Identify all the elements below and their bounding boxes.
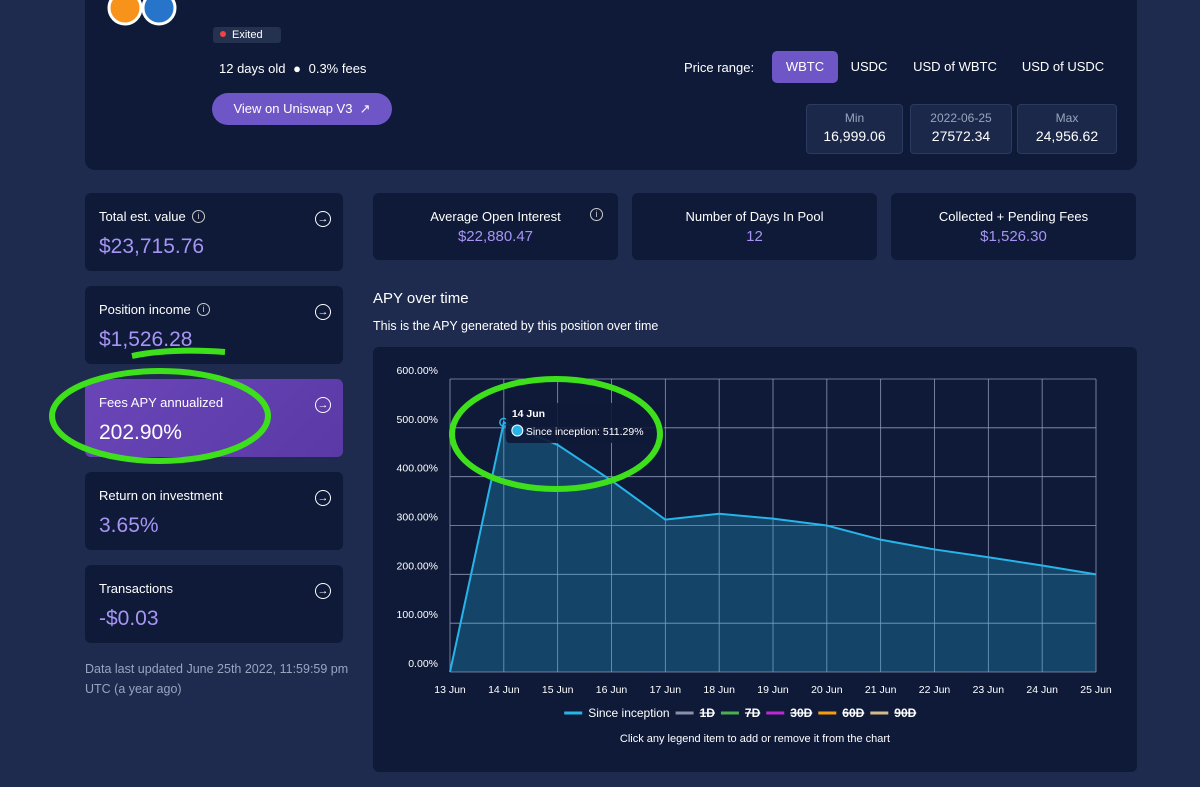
side-card-value: $1,526.28 [99, 328, 193, 351]
price-box-title: Min [844, 111, 865, 125]
arrow-icon[interactable]: → [315, 583, 331, 599]
side-card-label: Position income [99, 302, 191, 317]
info-icon: i [192, 210, 205, 223]
metric-card: Number of Days In Pool 12 [632, 193, 877, 260]
arrow-icon[interactable]: → [315, 211, 331, 227]
side-card-value: 202.90% [99, 421, 182, 444]
side-card-label: Transactions [99, 581, 173, 596]
side-card-label: Fees APY annualized [99, 395, 224, 410]
chart-subtitle: This is the APY generated by this positi… [373, 319, 659, 333]
metric-label: Average Open Interest [430, 209, 561, 224]
chart-title: APY over time [373, 290, 469, 307]
info-icon: i [590, 208, 603, 221]
metric-value: $22,880.47 [457, 228, 534, 245]
legend-label[interactable]: Since inception [588, 706, 669, 720]
x-tick-label: 16 Jun [596, 684, 628, 696]
side-card-label: Total est. value [99, 209, 186, 224]
side-card: Position income i $1,526.28 → [85, 286, 343, 364]
x-tick-label: 13 Jun [434, 684, 466, 696]
y-tick-label: 600.00% [397, 365, 438, 377]
y-tick-label: 400.00% [397, 463, 438, 475]
x-tick-label: 17 Jun [650, 684, 682, 696]
x-tick-label: 24 Jun [1026, 684, 1058, 696]
metric-card: Average Open Interest $22,880.47 i [373, 193, 618, 260]
metric-value: 12 [746, 228, 763, 245]
x-tick-label: 19 Jun [757, 684, 789, 696]
side-card: Fees APY annualized 202.90% → [85, 379, 343, 457]
price-tab[interactable]: USD of USDC [1021, 59, 1105, 74]
y-tick-label: 300.00% [397, 512, 438, 524]
price-box: Max 24,956.62 [1017, 104, 1117, 154]
y-tick-label: 100.00% [397, 609, 438, 621]
price-box-value: 16,999.06 [823, 128, 886, 144]
position-meta: 12 days old ● 0.3% fees [219, 61, 367, 76]
uniswap-button[interactable]: View on Uniswap V3 ↗ [212, 93, 392, 125]
tooltip-title: 14 Jun [512, 408, 545, 420]
x-tick-label: 14 Jun [488, 684, 520, 696]
age: 12 days old [219, 61, 286, 76]
metric-label: Collected + Pending Fees [938, 209, 1089, 224]
arrow-icon[interactable]: → [315, 304, 331, 320]
price-box-title: Max [1055, 111, 1079, 125]
price-box: 2022-06-25 27572.34 [910, 104, 1012, 154]
x-tick-label: 25 Jun [1080, 684, 1112, 696]
updated-note: Data last updated June 25th 2022, 11:59:… [85, 662, 349, 696]
status: Exited [232, 29, 263, 41]
uniswap-button-label[interactable]: View on Uniswap V3 [233, 101, 353, 116]
price-tab[interactable]: USD of WBTC [913, 59, 997, 74]
price-tab[interactable]: USDC [850, 59, 888, 74]
metric-card: Collected + Pending Fees $1,526.30 [891, 193, 1136, 260]
x-tick-label: 20 Jun [811, 684, 843, 696]
token-icons [107, 0, 177, 26]
price-box-value: 27572.34 [931, 128, 991, 144]
fee-tier: 0.3% fees [308, 61, 367, 76]
tooltip-swatch [511, 424, 524, 437]
price-box-title: 2022-06-25 [930, 111, 992, 125]
x-tick-label: 21 Jun [865, 684, 897, 696]
y-tick-label: 0.00% [408, 658, 438, 670]
arrow-icon[interactable]: → [315, 490, 331, 506]
side-card-label: Return on investment [99, 488, 223, 503]
apy-chart: 0.00% 100.00% 200.00% 300.00% 400.00% 500.00%… [373, 347, 1137, 772]
y-tick-label: 200.00% [397, 560, 438, 572]
side-card: Total est. value i $23,715.76 → [85, 193, 343, 271]
x-tick-label: 18 Jun [703, 684, 735, 696]
info-icon: i [197, 303, 210, 316]
price-range-label: Price range: [684, 60, 755, 75]
price-box-value: 24,956.62 [1035, 128, 1099, 144]
side-card-value: $23,715.76 [99, 235, 205, 258]
metric-label: Number of Days In Pool [685, 209, 824, 224]
x-tick-label: 22 Jun [919, 684, 951, 696]
side-card: Transactions -$0.03 → [85, 565, 343, 643]
status-pill: Exited [213, 27, 281, 43]
metric-value: $1,526.30 [980, 228, 1047, 245]
price-tab[interactable]: WBTC [772, 51, 838, 83]
side-card-value: -$0.03 [99, 607, 159, 630]
tooltip-label: Since inception: 511.29% [526, 426, 644, 438]
side-card-value: 3.65% [99, 514, 159, 537]
price-box: Min 16,999.06 [806, 104, 903, 154]
y-tick-label: 500.00% [397, 414, 438, 426]
chart-note: Click any legend item to add or remove i… [620, 733, 890, 745]
side-card: Return on investment 3.65% → [85, 472, 343, 550]
x-tick-label: 15 Jun [542, 684, 574, 696]
arrow-icon[interactable]: → [315, 397, 331, 413]
x-tick-label: 23 Jun [973, 684, 1005, 696]
